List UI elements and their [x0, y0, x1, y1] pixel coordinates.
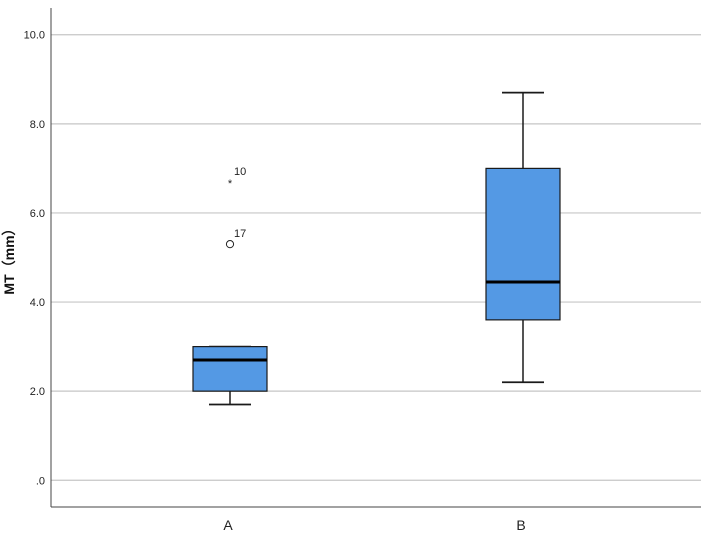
iqr-box [192, 346, 268, 392]
y-tick-labels: .0 2.0 4.0 6.0 8.0 10.0 [24, 30, 45, 488]
axes [50, 8, 701, 508]
outlier-label: 10 [234, 166, 246, 178]
y-tick-label: 10.0 [24, 30, 45, 42]
grid-lines [51, 34, 701, 481]
box-B [485, 91, 561, 384]
y-tick-label: .0 [36, 475, 45, 487]
iqr-box [485, 167, 561, 321]
boxes: 17 *10 [192, 91, 561, 406]
y-tick-label: 6.0 [30, 208, 45, 220]
y-tick-label: 2.0 [30, 386, 45, 398]
y-tick-label: 8.0 [30, 119, 45, 131]
category-label-B: B [516, 517, 525, 533]
y-axis-label: MT（mm） [1, 221, 17, 294]
y-tick-label: 4.0 [30, 297, 45, 309]
outlier-label: 17 [234, 228, 246, 240]
outlier-star: * [228, 178, 233, 190]
box-A: 17 *10 [192, 166, 268, 406]
category-label-A: A [223, 517, 233, 533]
outlier-circle [225, 240, 235, 249]
